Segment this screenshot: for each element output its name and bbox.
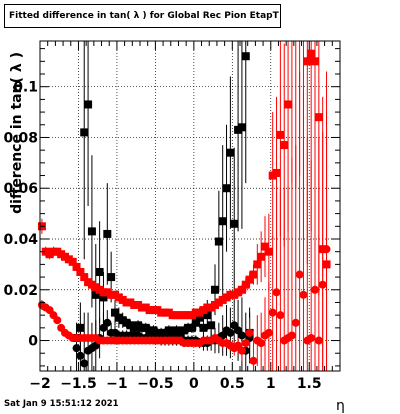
x-tick-label: 0 <box>189 376 199 392</box>
red-square-marker <box>249 270 258 279</box>
black-square-marker <box>76 323 85 332</box>
red-circle-marker <box>268 308 277 317</box>
black-square-marker <box>99 293 108 302</box>
red-square-marker <box>307 49 316 58</box>
black-square-marker <box>80 128 89 137</box>
x-tick-label: −1 <box>106 376 127 392</box>
black-circle-marker <box>226 328 235 337</box>
red-circle-marker <box>245 328 254 337</box>
red-square-marker <box>276 130 285 139</box>
y-tick-label: 0 <box>28 334 38 350</box>
red-circle-marker <box>314 336 323 345</box>
black-square-marker <box>211 285 219 294</box>
black-circle-marker <box>103 318 112 327</box>
plot-frame <box>39 40 341 372</box>
red-circle-marker <box>237 346 246 355</box>
red-square-marker <box>245 275 254 284</box>
x-tick-label: −0.5 <box>137 376 174 392</box>
red-circle-marker <box>295 270 304 279</box>
red-square-marker <box>284 100 293 109</box>
black-square-marker <box>84 100 93 109</box>
red-square-marker <box>311 57 319 66</box>
red-circle-marker <box>307 334 316 342</box>
axis-ticks <box>39 41 340 371</box>
black-square-marker <box>199 323 208 332</box>
tick-labels: −2 −1.5 −1 −0.5 0 0.5 1 1.5 0 0.02 0.04 0.06 0.08 0.1 <box>3 80 321 392</box>
black-square-marker <box>191 318 200 327</box>
black-circle-marker <box>237 331 246 340</box>
red-square-marker <box>72 262 81 271</box>
black-square-marker <box>237 123 246 132</box>
black-square-marker <box>203 311 212 320</box>
red-circle-marker <box>322 245 331 254</box>
red-square-marker <box>253 260 262 269</box>
data-markers <box>37 49 331 368</box>
y-tick-label: 0.1 <box>13 80 38 96</box>
error-bars <box>41 41 328 371</box>
x-tick-label: −1.5 <box>60 376 97 392</box>
red-square-marker <box>314 113 323 122</box>
x-tick-label: −2 <box>29 376 50 392</box>
black-square-marker <box>87 227 96 236</box>
black-square-marker <box>111 308 119 317</box>
red-circle-marker <box>276 311 285 320</box>
red-square-marker <box>264 247 273 256</box>
red-square-marker <box>322 260 331 269</box>
black-square-marker <box>218 217 227 226</box>
black-square-marker <box>230 219 239 228</box>
red-circle-marker <box>257 339 266 348</box>
red-square-marker <box>80 273 89 282</box>
red-circle-marker <box>264 328 273 337</box>
black-square-marker <box>95 268 104 276</box>
black-circle-marker <box>72 344 81 353</box>
red-circle-marker <box>53 316 62 325</box>
black-square-marker <box>207 321 216 330</box>
red-square-marker <box>257 252 266 261</box>
red-square-marker <box>272 169 281 177</box>
red-circle-marker <box>272 288 281 297</box>
black-square-marker <box>195 313 204 322</box>
red-square-marker <box>303 57 312 66</box>
red-square-marker <box>241 280 250 289</box>
y-axis-label: difference in tan( λ ) <box>9 52 25 214</box>
red-circle-marker <box>249 356 258 365</box>
black-square-marker <box>91 290 100 299</box>
red-circle-marker <box>299 290 308 299</box>
black-square-marker <box>226 148 235 157</box>
red-circle-marker <box>311 285 319 294</box>
red-circle-marker <box>241 339 250 348</box>
y-tick-label: 0.02 <box>3 283 38 299</box>
x-tick-label: 0.5 <box>220 376 245 392</box>
black-square-marker <box>187 323 196 332</box>
black-square-marker <box>241 52 250 61</box>
x-axis-label: η <box>336 398 345 414</box>
black-square-marker <box>222 184 231 193</box>
y-tick-label: 0.08 <box>3 130 38 146</box>
red-square-marker <box>261 242 269 251</box>
black-circle-marker <box>76 351 85 360</box>
plot-title: Fitted difference in tan( λ ) for Global… <box>4 4 281 28</box>
red-square-marker <box>237 285 246 294</box>
red-square-marker <box>76 268 85 276</box>
red-square-marker <box>68 257 77 266</box>
black-circle-marker <box>80 359 89 368</box>
black-square-marker <box>103 229 112 238</box>
y-tick-label: 0.06 <box>3 181 38 197</box>
red-circle-marker <box>291 318 300 327</box>
x-tick-label: 1.5 <box>297 376 322 392</box>
red-square-marker <box>280 141 289 150</box>
y-tick-label: 0.04 <box>3 232 38 248</box>
red-circle-marker <box>318 280 327 289</box>
x-tick-label: 1 <box>266 376 276 392</box>
date-stamp: Sat Jan 9 15:51:12 2021 <box>4 399 119 409</box>
red-circle-marker <box>287 331 296 340</box>
black-square-marker <box>214 237 223 246</box>
black-square-marker <box>107 273 116 282</box>
